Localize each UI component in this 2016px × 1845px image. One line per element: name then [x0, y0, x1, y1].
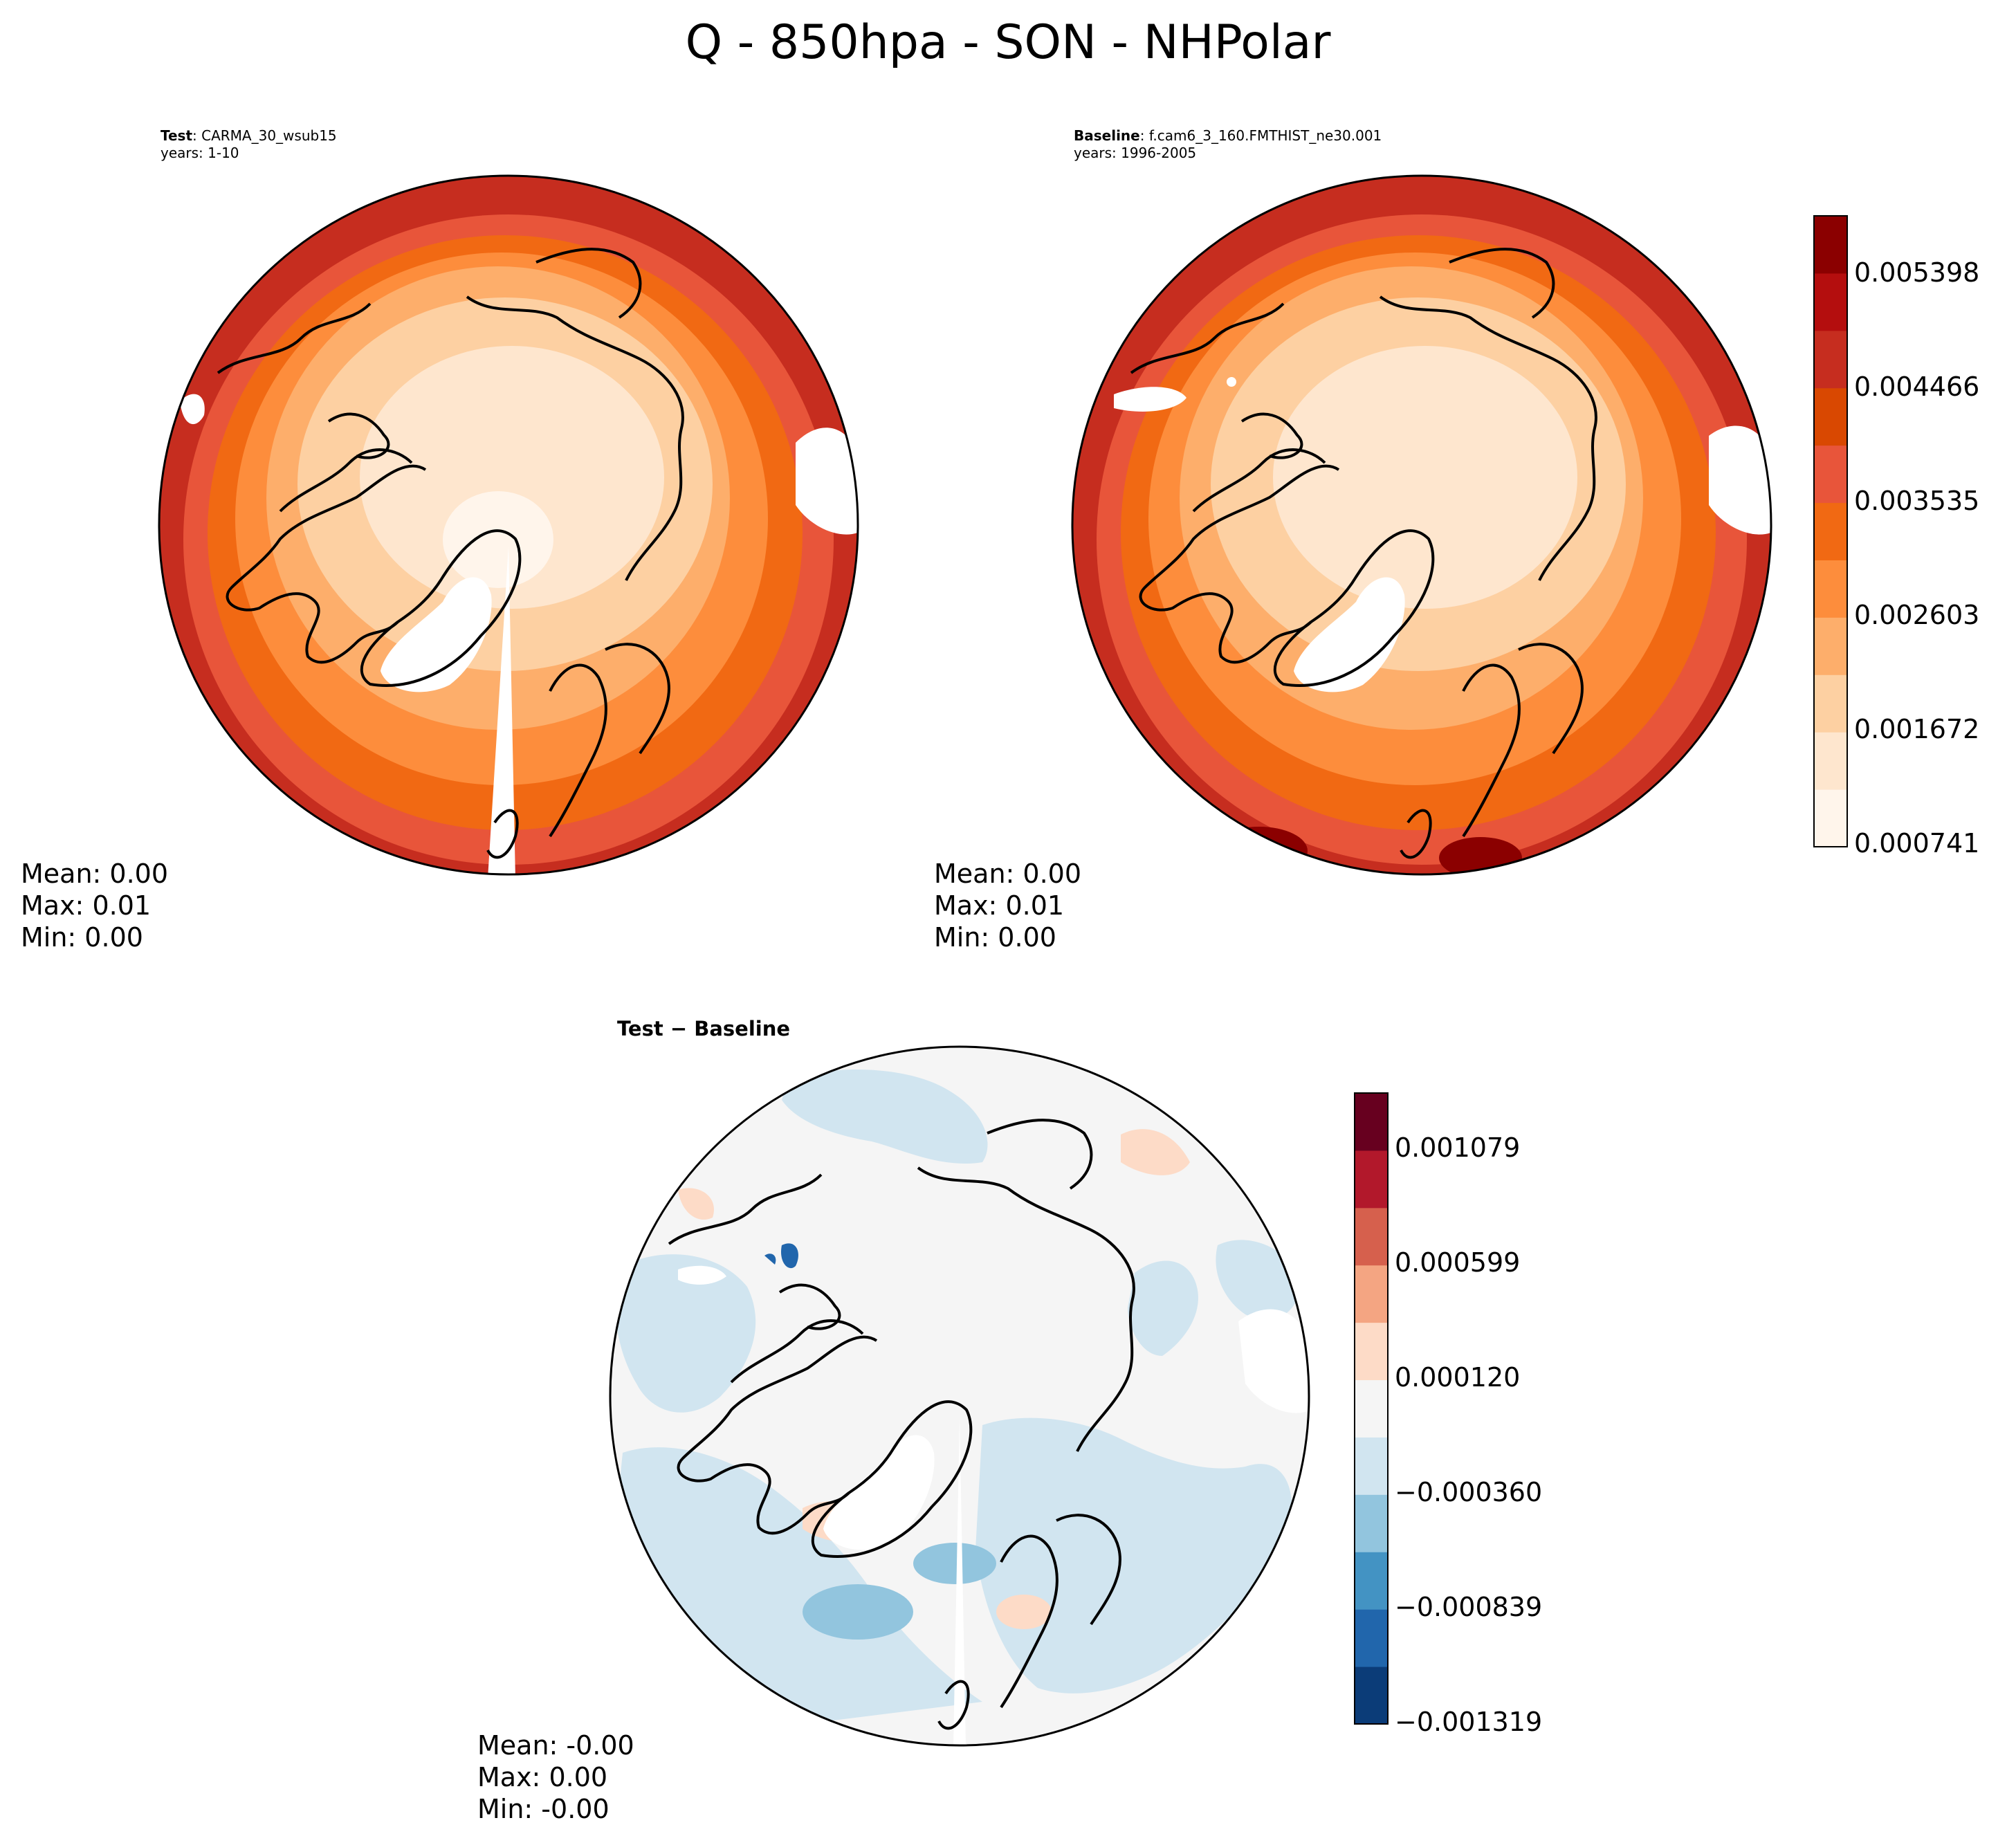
- main-colorbar-tick: 0.005398: [1854, 257, 1980, 288]
- diff-colorbar-segment: [1355, 1494, 1388, 1552]
- test-mean: Mean: 0.00: [21, 859, 169, 889]
- diff-colorbar-segment-outline: [1354, 1092, 1389, 1725]
- diff-colorbar-segment: [1355, 1437, 1388, 1495]
- diff-colorbar-segment: [1355, 1150, 1388, 1209]
- baseline-map: [1072, 176, 1771, 874]
- diff-colorbar-tick: −0.000839: [1395, 1592, 1543, 1622]
- figure-title: Q - 850hpa - SON - NHPolar: [685, 15, 1331, 70]
- difference-min: Min: -0.00: [477, 1794, 610, 1824]
- main-colorbar-tick: 0.003535: [1854, 486, 1980, 516]
- diff-colorbar-segment: [1355, 1207, 1388, 1266]
- baseline-case-name: : f.cam6_3_160.FMTHIST_ne30.001: [1139, 127, 1382, 144]
- baseline-max: Max: 0.01: [934, 890, 1065, 921]
- baseline-stats: Mean: 0.00 Max: 0.01 Min: 0.00: [934, 858, 1081, 953]
- main-colorbar-segment: [1814, 560, 1847, 618]
- diff-colorbar-tick: 0.000120: [1395, 1362, 1521, 1393]
- main-colorbar-segment: [1814, 674, 1847, 733]
- main-colorbar-segment: [1814, 732, 1847, 790]
- diff-colorbar-segment: [1355, 1552, 1388, 1610]
- diff-colorbar-tick: 0.000599: [1395, 1247, 1521, 1278]
- baseline-min: Min: 0.00: [934, 922, 1056, 953]
- test-min: Min: 0.00: [21, 922, 143, 953]
- main-colorbar-segment: [1814, 617, 1847, 675]
- main-colorbar-tick: 0.000741: [1854, 828, 1980, 859]
- baseline-label: Baseline: [1074, 127, 1140, 144]
- test-stats: Mean: 0.00 Max: 0.01 Min: 0.00: [21, 858, 168, 953]
- main-colorbar-tick: 0.001672: [1854, 714, 1980, 744]
- test-max: Max: 0.01: [21, 890, 152, 921]
- test-case-name: : CARMA_30_wsub15: [192, 127, 337, 144]
- difference-max: Max: 0.00: [477, 1762, 608, 1792]
- difference-title: Test − Baseline: [617, 1017, 791, 1040]
- diff-colorbar-segment: [1355, 1093, 1388, 1151]
- diff-colorbar-segment: [1355, 1379, 1388, 1438]
- main-colorbar-tick: 0.002603: [1854, 600, 1980, 630]
- baseline-mean: Mean: 0.00: [934, 859, 1082, 889]
- difference-mean: Mean: -0.00: [477, 1730, 634, 1761]
- diff-colorbar-tick: −0.000360: [1395, 1477, 1543, 1507]
- diff-colorbar-tick: −0.001319: [1395, 1707, 1543, 1737]
- main-colorbar-segment: [1814, 216, 1847, 274]
- baseline-years: years: 1996-2005: [1074, 145, 1197, 161]
- diff-colorbar-segment: [1355, 1265, 1388, 1323]
- diff-colorbar-segment: [1355, 1322, 1388, 1381]
- diff-colorbar-segment: [1355, 1609, 1388, 1667]
- baseline-subtitle: Baseline: f.cam6_3_160.FMTHIST_ne30.001 …: [1074, 127, 1382, 162]
- diff-colorbar-tick: 0.001079: [1395, 1132, 1521, 1163]
- main-colorbar-segment: [1814, 387, 1847, 446]
- test-label: Test: [161, 127, 193, 144]
- diff-colorbar-segment: [1355, 1667, 1388, 1725]
- main-colorbar-segment: [1814, 502, 1847, 560]
- main-colorbar-segment-outline: [1813, 215, 1848, 847]
- test-years: years: 1-10: [161, 145, 239, 161]
- main-colorbar-segment: [1814, 330, 1847, 389]
- main-colorbar-segment: [1814, 789, 1847, 847]
- difference-stats: Mean: -0.00 Max: 0.00 Min: -0.00: [477, 1729, 634, 1825]
- difference-map: [610, 1047, 1309, 1745]
- main-colorbar-segment: [1814, 273, 1847, 331]
- test-subtitle: Test: CARMA_30_wsub15 years: 1-10: [161, 127, 337, 162]
- main-colorbar-tick: 0.004466: [1854, 371, 1980, 402]
- main-colorbar-segment: [1814, 445, 1847, 504]
